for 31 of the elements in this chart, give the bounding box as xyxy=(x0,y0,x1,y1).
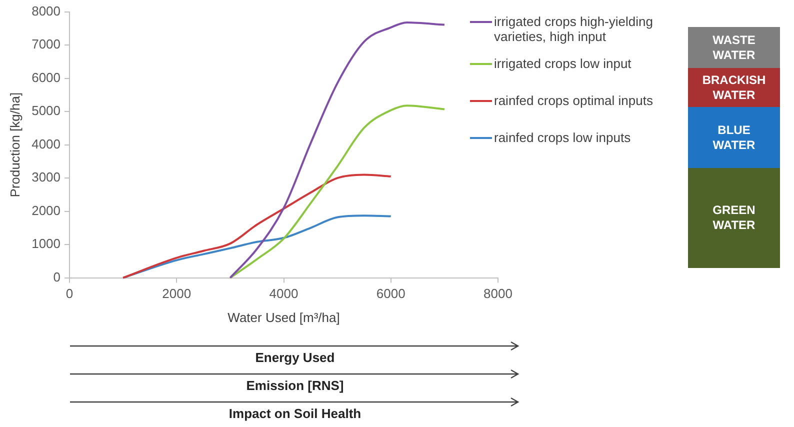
y-tick-label: 8000 xyxy=(32,3,61,18)
x-axis-title: Water Used [m³/ha] xyxy=(228,310,340,325)
y-tick-label: 6000 xyxy=(32,70,61,85)
y-tick-label: 1000 xyxy=(32,236,61,252)
legend-label: irrigated crops low input xyxy=(494,56,632,71)
text: WASTE WATER xyxy=(712,32,756,62)
y-tick-label: 0 xyxy=(53,269,61,284)
legend-label: irrigated crops high-yielding varieties, high input xyxy=(494,14,654,44)
line-series xyxy=(122,174,392,279)
x-tick-label: 0 xyxy=(66,286,74,302)
y-tick-label: 3000 xyxy=(32,170,61,185)
x-tick-label: 8000 xyxy=(484,286,512,302)
y-tick-label: 5000 xyxy=(32,103,61,118)
x-tick-label: 2000 xyxy=(162,286,192,302)
y-axis-title: Production [kg/ha] xyxy=(7,92,22,198)
y-tick-label: 2000 xyxy=(32,202,61,218)
x-tick-label: 6000 xyxy=(376,286,406,302)
text: Emission [RNS] xyxy=(245,378,345,393)
legend-label: rainfed crops optimal inputs xyxy=(494,93,653,108)
legend-label: rainfed crops low inputs xyxy=(494,130,631,145)
line-series xyxy=(122,214,392,279)
text: Impact on Soil Health xyxy=(228,406,362,421)
x-tick-label: 4000 xyxy=(269,286,298,302)
line-series xyxy=(229,104,446,279)
text: GREEN WATER xyxy=(712,203,756,233)
y-tick-label: 7000 xyxy=(32,36,61,52)
line-series xyxy=(229,21,446,279)
y-tick-label: 4000 xyxy=(32,136,61,152)
text: BRACKISH WATER xyxy=(701,72,767,102)
text: BLUE WATER xyxy=(712,122,756,152)
text: Energy Used xyxy=(254,350,336,365)
